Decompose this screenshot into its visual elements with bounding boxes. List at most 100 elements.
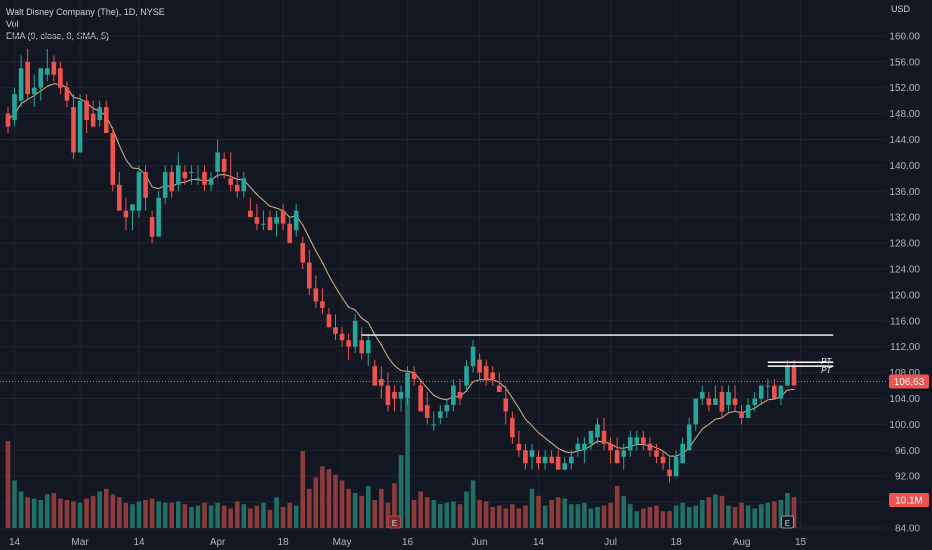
candle-body [791, 366, 797, 386]
candle-body [647, 443, 653, 451]
candle-body [97, 107, 102, 121]
candle-body [582, 443, 587, 451]
earnings-marker[interactable] [780, 515, 794, 529]
candle-body [5, 113, 11, 127]
volume-bar [195, 505, 201, 528]
candle-body [772, 385, 777, 399]
volume-bar [739, 502, 744, 528]
y-axis-tick-label: 112.00 [890, 342, 920, 353]
volume-bar [457, 504, 463, 528]
volume-bar [287, 502, 292, 528]
volume-bar [778, 500, 784, 528]
candle-body [12, 94, 17, 121]
x-axis-tick-label: May [333, 537, 352, 548]
volume-bar [503, 508, 509, 528]
candle-body [18, 68, 24, 101]
candle-body [84, 100, 89, 121]
candle-body [71, 107, 76, 153]
volume-bar [117, 497, 122, 528]
candle-body [398, 392, 404, 399]
candle-body [601, 430, 607, 444]
volume-bar [254, 505, 260, 528]
candle-body [130, 204, 135, 211]
volume-bar [176, 501, 181, 528]
candle-body [359, 340, 364, 354]
volume-bar [719, 495, 725, 528]
candle-body [346, 340, 351, 347]
volume-bar [189, 507, 194, 528]
volume-bar [221, 505, 227, 528]
volume-bar [575, 504, 581, 528]
candle-body [765, 385, 771, 387]
volume-bar [182, 504, 188, 528]
candle-body [313, 288, 319, 302]
candle-body [424, 404, 430, 418]
y-axis-tick-label: 92.00 [895, 472, 920, 483]
volume-bar [483, 501, 489, 528]
x-axis-tick-label: 14 [533, 537, 545, 548]
candle-body [379, 379, 384, 386]
candle-body [457, 392, 463, 399]
volume-bar [686, 507, 692, 528]
candle-body [228, 178, 233, 185]
volume-bar [608, 502, 613, 528]
volume-bar [654, 505, 659, 528]
candle-body [510, 417, 515, 438]
volume-bar [398, 455, 404, 528]
candle-body [562, 463, 568, 470]
volume-bar [582, 502, 587, 528]
candle-body [202, 171, 207, 185]
candle-body [752, 398, 757, 405]
volume-bar [444, 502, 450, 528]
x-axis-tick-label: 18 [671, 537, 683, 548]
volume-bar [326, 469, 332, 528]
candle-body [608, 443, 613, 451]
candle-body [470, 346, 476, 367]
volume-bar [149, 498, 155, 528]
volume-bar [510, 504, 515, 528]
candle-body [215, 152, 220, 172]
candle-body [477, 359, 482, 373]
volume-bar [18, 491, 24, 528]
volume-bar [542, 505, 548, 528]
volume-bar [785, 493, 790, 528]
candle-body [719, 392, 725, 412]
candle-body [490, 372, 495, 380]
volume-bar [588, 508, 594, 528]
candle-body [287, 223, 292, 244]
volume-bar [339, 480, 345, 528]
candle-body [182, 171, 188, 179]
volume-bar [405, 399, 410, 528]
y-axis-tick-label: 144.00 [889, 135, 920, 146]
candle-body [451, 385, 456, 405]
volume-bar [12, 480, 17, 528]
volume-bar [667, 511, 672, 528]
candle-body [31, 87, 37, 95]
volume-bar [136, 501, 142, 528]
volume-bar [438, 504, 443, 528]
candle-body [64, 87, 70, 101]
volume-bar [71, 501, 76, 528]
volume-bar [130, 504, 135, 528]
volume-bar [529, 488, 535, 528]
volume-bar [202, 502, 207, 528]
earnings-marker[interactable] [387, 515, 401, 529]
candle-body [503, 398, 509, 412]
volume-bar [621, 495, 626, 528]
candle-body [234, 184, 240, 192]
candle-body [483, 366, 489, 380]
candle-body [352, 320, 358, 347]
candle-body [464, 366, 469, 386]
volume-bar [451, 501, 456, 528]
candle-body [569, 456, 574, 464]
volume-bar [248, 508, 253, 528]
volume-bar [359, 495, 364, 528]
x-axis-tick-label: 15 [795, 537, 807, 548]
x-axis-tick-label: 16 [402, 537, 414, 548]
candle-body [686, 424, 692, 451]
volume-bar [267, 509, 273, 528]
candle-body [300, 243, 306, 263]
y-axis-tick-label: 84.00 [895, 524, 920, 535]
volume-bar [516, 508, 522, 528]
